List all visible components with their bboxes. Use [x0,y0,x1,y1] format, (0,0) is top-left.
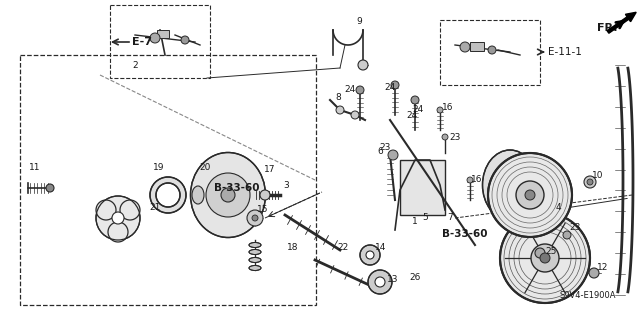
Circle shape [587,179,593,185]
Text: 22: 22 [337,243,349,253]
Circle shape [181,36,189,44]
Text: 10: 10 [592,170,604,180]
Ellipse shape [249,265,261,271]
Text: E-7: E-7 [132,37,152,47]
Ellipse shape [191,152,266,238]
Ellipse shape [249,249,261,255]
Text: 9: 9 [356,18,362,26]
Circle shape [368,270,392,294]
Circle shape [442,134,448,140]
Circle shape [388,150,398,160]
Circle shape [360,245,380,265]
Text: 24: 24 [412,106,424,115]
Text: 1: 1 [412,218,418,226]
Text: 6: 6 [377,147,383,157]
Bar [20,55,316,305]
Circle shape [467,177,473,183]
Circle shape [391,81,399,89]
Circle shape [252,215,258,221]
Bar [110,5,210,78]
Circle shape [500,213,590,303]
Circle shape [356,86,364,94]
Text: 16: 16 [471,175,483,184]
Bar [400,160,445,215]
Circle shape [156,183,180,207]
Circle shape [525,190,535,200]
Ellipse shape [483,150,538,220]
Bar [470,42,484,51]
Circle shape [375,277,385,287]
Text: E-11-1: E-11-1 [548,47,582,57]
Text: 23: 23 [570,224,580,233]
Circle shape [516,181,544,209]
Text: B-33-60: B-33-60 [214,183,260,193]
Text: 24: 24 [406,110,418,120]
Circle shape [535,248,545,258]
Text: 19: 19 [153,164,164,173]
Text: S9V4-E1900A: S9V4-E1900A [560,291,616,300]
Circle shape [351,111,359,119]
Text: B-33-60: B-33-60 [442,229,488,239]
Ellipse shape [192,186,204,204]
Text: 16: 16 [442,103,454,113]
Circle shape [358,60,368,70]
Text: 26: 26 [410,273,420,283]
Circle shape [108,222,128,242]
Text: 24: 24 [344,85,356,94]
Text: 5: 5 [422,213,428,222]
Circle shape [540,253,550,263]
Text: 15: 15 [257,205,269,214]
Text: 24: 24 [385,84,396,93]
Circle shape [206,173,250,217]
Text: 23: 23 [380,144,390,152]
Circle shape [260,190,270,200]
Circle shape [366,251,374,259]
Text: FR.: FR. [597,23,618,33]
Ellipse shape [249,242,261,248]
Text: 14: 14 [375,243,387,253]
Circle shape [96,196,140,240]
Circle shape [150,33,160,43]
Circle shape [488,153,572,237]
Circle shape [460,42,470,52]
Text: 20: 20 [199,164,211,173]
Bar [440,20,540,85]
Circle shape [336,106,344,114]
Text: 17: 17 [264,166,276,174]
Text: 21: 21 [149,204,161,212]
Circle shape [563,231,571,239]
Circle shape [437,107,443,113]
FancyArrow shape [607,12,636,33]
Ellipse shape [249,257,261,263]
Circle shape [112,212,124,224]
Text: 18: 18 [287,243,299,253]
Circle shape [531,244,559,272]
Circle shape [96,200,116,220]
Circle shape [197,194,203,200]
Text: 4: 4 [555,204,561,212]
Circle shape [193,190,207,204]
Circle shape [589,268,599,278]
Bar [157,30,169,38]
Text: 8: 8 [335,93,341,102]
Circle shape [247,210,263,226]
Circle shape [411,96,419,104]
Circle shape [488,46,496,54]
Text: 12: 12 [597,263,609,271]
Text: 23: 23 [449,133,461,143]
Circle shape [46,184,54,192]
Text: 25: 25 [545,248,557,256]
Circle shape [120,200,140,220]
Text: 13: 13 [387,276,399,285]
Text: 2: 2 [132,61,138,70]
Circle shape [150,177,186,213]
Text: 3: 3 [283,181,289,189]
Text: 11: 11 [29,164,41,173]
Text: 7: 7 [447,213,453,222]
Circle shape [221,188,235,202]
Circle shape [584,176,596,188]
